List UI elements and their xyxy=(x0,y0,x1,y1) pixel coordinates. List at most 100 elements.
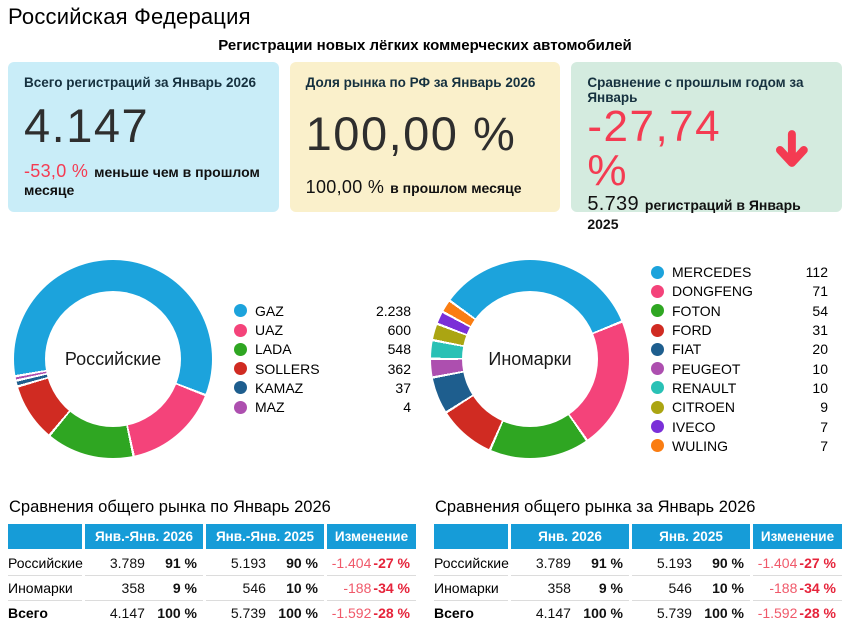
legend-item[interactable]: UAZ 600 xyxy=(234,320,411,339)
kpi-cards-row: Всего регистраций за Январь 2026 4.147 -… xyxy=(8,62,843,232)
legend-value: 7 xyxy=(820,437,828,454)
legend-item[interactable]: FORD 31 xyxy=(651,320,828,339)
table-cell-group: 3.789 91 % xyxy=(511,551,629,576)
legend-value: 4 xyxy=(403,399,411,416)
legend-value: 7 xyxy=(820,418,828,435)
foreign-brands-legend: MERCEDES 112 DONGFENG 71 FOTON 54 FORD 31 FIAT 20… xyxy=(651,263,828,456)
russian-brands-chart-block: Российские GAZ 2.238 UAZ 600 LADA 548 SOLLERS 3… xyxy=(8,248,425,470)
donut-center: Иномарки xyxy=(462,291,598,427)
legend-value: 2.238 xyxy=(375,302,411,319)
table-percent: 100 % xyxy=(704,605,744,619)
legend-item[interactable]: KAMAZ 37 xyxy=(234,378,411,397)
month-delta-note: меньше чем в прошлом месяце xyxy=(24,164,260,198)
table-value: -1.404 xyxy=(331,555,372,571)
russian-brands-donut[interactable]: Российские xyxy=(14,260,212,458)
table-value: 358 xyxy=(121,580,145,596)
legend-value: 37 xyxy=(395,379,411,396)
table-percent: 90 % xyxy=(286,555,318,571)
legend-color-dot xyxy=(651,420,664,434)
table-title: Сравнения общего рынка за Январь 2026 xyxy=(435,498,756,516)
prev-year-note: регистраций в Январь 2025 xyxy=(587,197,801,232)
kpi-card-yoy-comparison: Сравнение с прошлым годом за Январь -27,… xyxy=(571,62,843,232)
table-value: 358 xyxy=(547,580,571,596)
legend-item[interactable]: IVECO 7 xyxy=(651,417,828,436)
legend-value: 9 xyxy=(820,399,828,416)
table-value: 5.739 xyxy=(230,605,266,619)
legend-color-dot xyxy=(651,362,664,376)
table-grid: Янв. 2026 Янв. 2025 Изменение Российские 3.7… xyxy=(434,524,842,619)
table-value: -1.592 xyxy=(331,605,372,619)
table-percent: 91 % xyxy=(165,555,197,571)
legend-label: MERCEDES xyxy=(672,264,752,281)
table-cell-group: 5.739 100 % xyxy=(206,601,324,619)
yoy-value-row: -27,74 % xyxy=(587,105,826,193)
kpi-total-value: 4.147 xyxy=(24,99,150,152)
legend-label: FIAT xyxy=(672,341,702,358)
foreign-brands-donut[interactable]: Иномарки xyxy=(431,260,629,458)
table-row-label: Российские xyxy=(434,551,509,576)
legend-item[interactable]: RENAULT 10 xyxy=(651,378,828,397)
table-percent: -27 % xyxy=(799,555,836,571)
table-value: 546 xyxy=(668,580,692,596)
table-cell-group: 3.789 91 % xyxy=(85,551,203,576)
legend-item[interactable]: WULING 7 xyxy=(651,436,828,455)
comparison-tables-row: Сравнения общего рынка по Январь 2026 Ян… xyxy=(8,498,842,619)
legend-value: 112 xyxy=(805,264,828,281)
legend-color-dot xyxy=(234,362,247,376)
legend-item[interactable]: FIAT 20 xyxy=(651,340,828,359)
kpi-card-market-share: Доля рынка по РФ за Январь 2026 100,00 %… xyxy=(289,62,561,212)
legend-item[interactable]: CITROEN 9 xyxy=(651,398,828,417)
table-cell-group: -188 -34 % xyxy=(327,576,416,601)
legend-value: 600 xyxy=(387,322,411,339)
table-column-header xyxy=(8,524,82,549)
table-cell-group: -1.592 -28 % xyxy=(327,601,416,619)
table-percent: -27 % xyxy=(373,555,410,571)
legend-color-dot xyxy=(651,284,664,298)
table-percent: 10 % xyxy=(286,580,318,596)
legend-label: PEUGEOT xyxy=(672,360,741,377)
report-subtitle: Регистрации новых лёгких коммерческих ав… xyxy=(218,37,632,54)
legend-label: FOTON xyxy=(672,302,721,319)
kpi-yoy-value: -27,74 % xyxy=(587,102,722,195)
legend-item[interactable]: GAZ 2.238 xyxy=(234,301,411,320)
legend-color-dot xyxy=(234,342,247,356)
table-column-header: Янв. 2025 xyxy=(632,524,750,549)
comparison-table-ytd: Сравнения общего рынка по Январь 2026 Ян… xyxy=(8,498,416,619)
legend-label: CITROEN xyxy=(672,399,735,416)
legend-item[interactable]: SOLLERS 362 xyxy=(234,359,411,378)
table-cell-group: 4.147 100 % xyxy=(85,601,203,619)
legend-label: KAMAZ xyxy=(255,379,304,396)
table-grid: Янв.-Янв. 2026 Янв.-Янв. 2025 Изменение Рос… xyxy=(8,524,416,619)
kpi-share-value: 100,00 % xyxy=(305,107,517,160)
legend-label: WULING xyxy=(672,437,728,454)
down-arrow-icon xyxy=(776,130,809,167)
legend-item[interactable]: PEUGEOT 10 xyxy=(651,359,828,378)
donut-center-label: Иномарки xyxy=(488,348,572,369)
table-value: -1.592 xyxy=(757,605,798,619)
legend-item[interactable]: MERCEDES 112 xyxy=(651,263,828,282)
legend-value: 10 xyxy=(812,379,828,396)
legend-color-dot xyxy=(651,381,664,395)
prev-month-note: в прошлом месяце xyxy=(390,180,522,196)
legend-value: 10 xyxy=(812,360,828,377)
legend-item[interactable]: FOTON 54 xyxy=(651,301,828,320)
legend-item[interactable]: DONGFENG 71 xyxy=(651,282,828,301)
legend-item[interactable]: LADA 548 xyxy=(234,340,411,359)
table-row-label: Всего xyxy=(8,601,82,619)
table-percent: 9 % xyxy=(172,580,197,596)
table-column-header: Янв.-Янв. 2026 xyxy=(85,524,203,549)
table-column-header xyxy=(434,524,508,549)
donut-charts-row: Российские GAZ 2.238 UAZ 600 LADA 548 SOLLERS 3… xyxy=(8,248,842,470)
legend-item[interactable]: MAZ 4 xyxy=(234,398,411,417)
legend-value: 548 xyxy=(387,341,411,358)
legend-label: DONGFENG xyxy=(672,283,753,300)
donut-center-label: Российские xyxy=(64,348,162,369)
page-title: Российская Федерация xyxy=(8,4,251,29)
kpi-card-title: Сравнение с прошлым годом за Январь xyxy=(587,75,804,105)
legend-color-dot xyxy=(234,400,247,414)
table-cell-group: 546 10 % xyxy=(632,576,750,601)
table-percent: 90 % xyxy=(712,555,744,571)
table-row-label: Иномарки xyxy=(8,576,82,601)
comparison-table-month: Сравнения общего рынка за Январь 2026 Ян… xyxy=(434,498,842,619)
